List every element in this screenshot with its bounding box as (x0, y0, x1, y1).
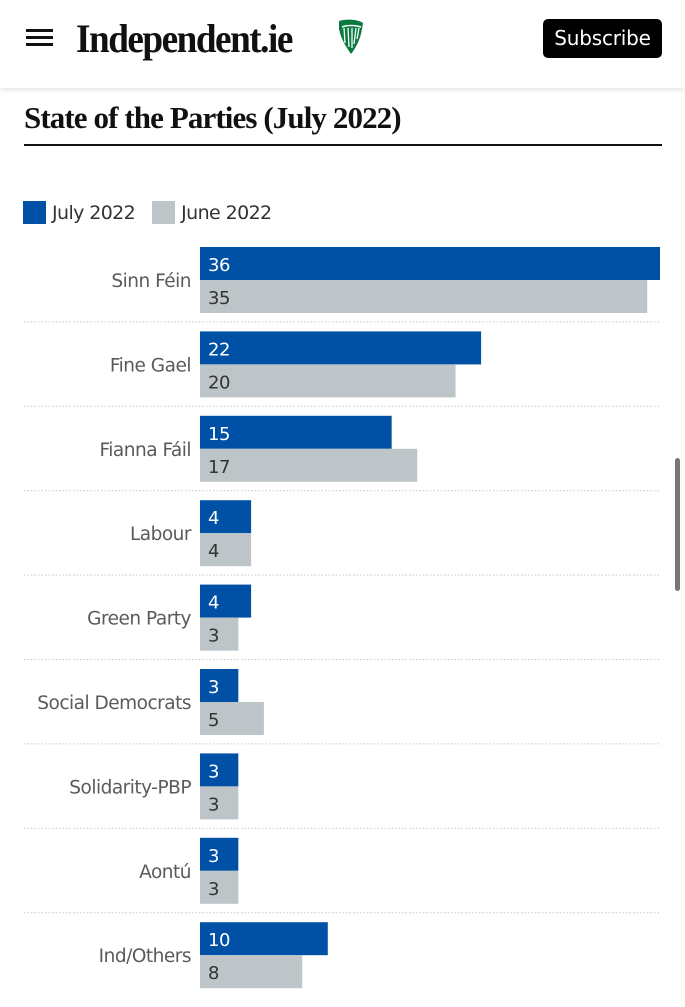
hamburger-line (26, 29, 53, 32)
category-label-labour: Labour (130, 524, 192, 545)
chart-legend: July 2022 June 2022 (23, 201, 289, 224)
bar-value-label-july-fianna-f-il: 15 (208, 424, 230, 445)
bar-value-label-june-social-democrats: 5 (208, 710, 219, 731)
category-label-solidarity-pbp: Solidarity-PBP (69, 777, 191, 798)
bar-value-label-june-aont-: 3 (208, 879, 219, 900)
bar-value-label-july-aont-: 3 (208, 846, 219, 867)
bar-july-solidarity-pbp (200, 753, 239, 787)
chart-title: State of the Parties (July 2022) (24, 100, 402, 135)
bar-value-label-june-sinn-f-in: 35 (208, 288, 230, 309)
site-header: Independent.ie Subscribe (0, 0, 685, 88)
bar-july-social-democrats (200, 669, 239, 702)
bar-value-label-july-fine-gael: 22 (208, 339, 230, 360)
bar-june-labour (200, 533, 252, 567)
title-divider (24, 144, 662, 146)
legend-item-june: June 2022 (152, 201, 272, 224)
legend-item-july: July 2022 (23, 201, 136, 224)
bar-value-label-june-fianna-f-il: 17 (208, 457, 230, 478)
bar-value-label-june-labour: 4 (208, 541, 219, 562)
bar-june-ind-others (200, 955, 303, 989)
legend-label-june: June 2022 (181, 201, 272, 224)
legend-swatch-june (152, 201, 176, 224)
category-label-green-party: Green Party (87, 609, 191, 630)
bar-value-label-june-green-party: 3 (208, 626, 219, 647)
bar-july-labour (200, 500, 252, 534)
bar-june-sinn-f-in (200, 280, 648, 313)
bar-value-label-july-green-party: 4 (208, 593, 219, 614)
bar-july-fianna-f-il (200, 415, 392, 449)
bar-value-label-july-labour: 4 (208, 508, 219, 529)
bar-july-aont- (200, 837, 239, 871)
site-logo[interactable]: Independent.ie (76, 14, 363, 64)
harp-icon (339, 19, 363, 54)
bar-value-label-june-ind-others: 8 (208, 963, 219, 984)
legend-label-july: July 2022 (52, 201, 136, 224)
bar-value-label-july-ind-others: 10 (208, 930, 230, 951)
category-label-aont-: Aontú (139, 862, 191, 883)
category-label-ind-others: Ind/Others (99, 946, 191, 967)
bar-july-sinn-f-in (200, 247, 660, 280)
bar-july-fine-gael (200, 331, 482, 365)
subscribe-button[interactable]: Subscribe (543, 19, 662, 58)
bar-june-aont- (200, 870, 239, 904)
logo-text: Independent.ie (76, 16, 293, 61)
bar-june-solidarity-pbp (200, 786, 239, 820)
hamburger-line (26, 36, 53, 39)
bar-july-ind-others (200, 922, 328, 956)
bar-value-label-july-social-democrats: 3 (208, 677, 219, 698)
bar-value-label-july-sinn-f-in: 36 (208, 255, 230, 276)
bar-june-fine-gael (200, 364, 456, 398)
category-label-fine-gael: Fine Gael (110, 355, 191, 376)
category-label-fianna-f-il: Fianna Fáil (100, 440, 192, 461)
category-label-sinn-f-in: Sinn Féin (111, 271, 191, 292)
bar-value-label-june-fine-gael: 20 (208, 372, 230, 393)
bar-june-fianna-f-il (200, 448, 418, 482)
bar-value-label-june-solidarity-pbp: 3 (208, 794, 219, 815)
bar-july-green-party (200, 584, 252, 618)
scrollbar-thumb[interactable] (675, 458, 680, 591)
bar-june-social-democrats (200, 702, 264, 735)
legend-swatch-july (23, 201, 46, 224)
hamburger-menu-icon[interactable] (26, 29, 53, 47)
bar-value-label-july-solidarity-pbp: 3 (208, 761, 219, 782)
category-label-social-democrats: Social Democrats (37, 693, 191, 714)
bar-june-green-party (200, 617, 239, 651)
hamburger-line (26, 43, 53, 46)
